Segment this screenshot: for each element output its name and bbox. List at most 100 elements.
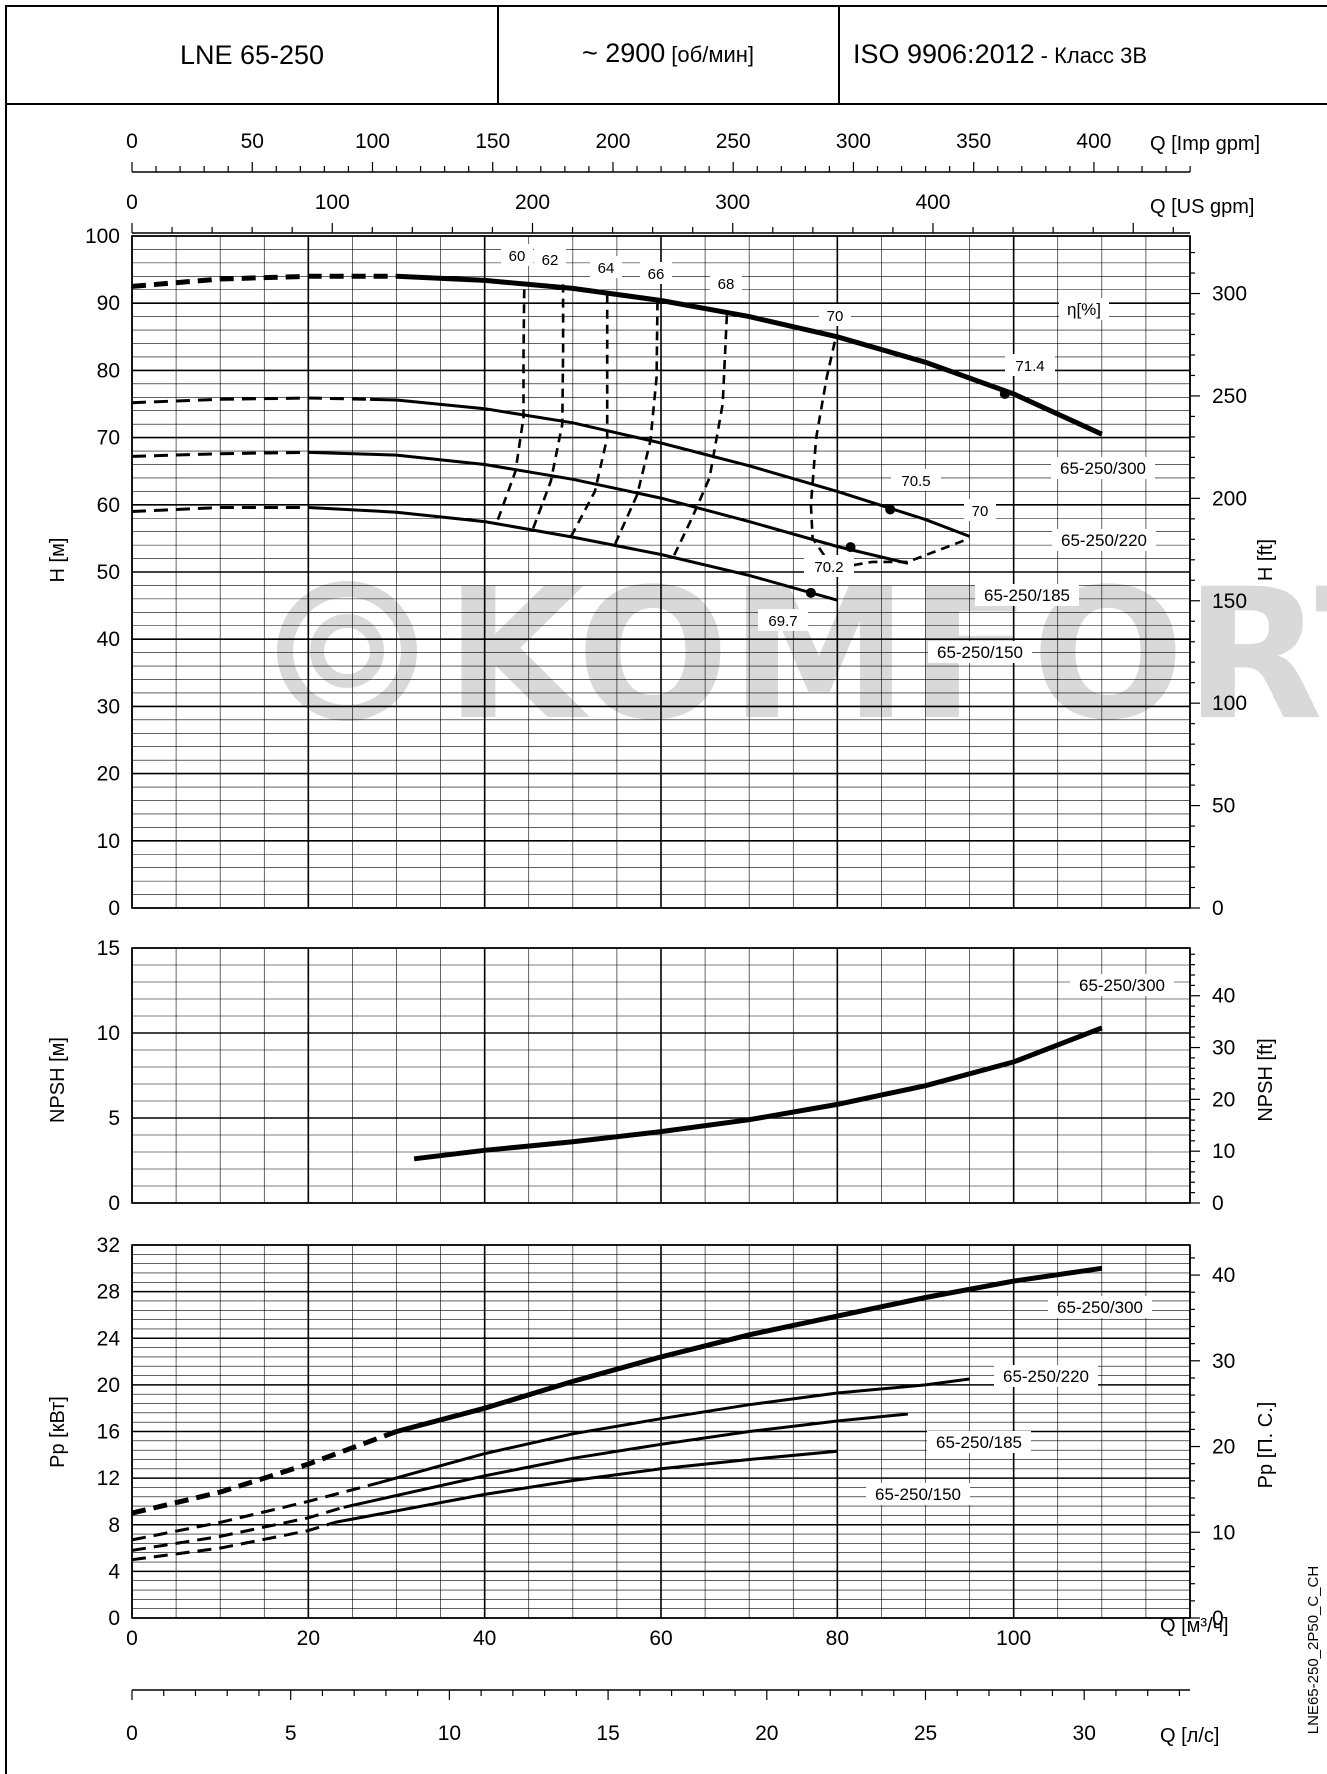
efficiency-unit-label: η[%] (1067, 300, 1101, 319)
npsh-curve-65-250/300 (413, 1025, 1103, 1162)
q-us-axis-tick-label: 200 (515, 191, 550, 214)
watermark-ring-inner (310, 614, 384, 688)
iso-label-70: 70 (972, 503, 989, 520)
q-imp-axis-tick-label: 350 (956, 130, 991, 153)
power-curve-65-250/220-dashed (131, 1481, 380, 1542)
iso-efficiency-62 (531, 284, 565, 529)
right-tick-label-pow: 0 (1212, 1607, 1224, 1630)
tick-label-h: 10 (97, 830, 120, 853)
power-curve-65-250/300-solid (395, 1265, 1103, 1434)
head-series-label-65-250/220: 65-250/220 (1061, 531, 1147, 550)
q-us-axis-tick-label: 300 (715, 191, 750, 214)
q-us-axis-tick-label: 0 (126, 191, 138, 214)
power-curve-65-250/185-solid (343, 1412, 909, 1509)
right-tick-label-pow: 10 (1212, 1521, 1235, 1544)
head-series-label-65-250/300-bg (1051, 457, 1155, 479)
tick-label-npsh: 5 (108, 1107, 120, 1130)
head-series-label-65-250/150-bg (928, 641, 1032, 663)
right-tick-label-pow: 40 (1212, 1264, 1235, 1287)
tick-label-pow: 4 (108, 1560, 120, 1583)
iso-label-64-bg (590, 256, 622, 278)
tick-label-h: 70 (97, 427, 120, 450)
power-curve-65-250/300-dashed (131, 1429, 398, 1516)
tick-label-pow: 12 (97, 1467, 120, 1490)
tick-label-h: 100 (85, 225, 120, 248)
right-tick-label-pow: 30 (1212, 1350, 1235, 1373)
power-curve-65-250/185-dashed (131, 1505, 345, 1552)
power-series-label-65-250/150-bg (866, 1483, 970, 1505)
plot-frame-h (131, 235, 1191, 909)
power-curve-65-250/150-solid (334, 1449, 838, 1524)
header-standard-value: ISO 9906:2012 (853, 39, 1035, 69)
q-ls-tick-label: 25 (914, 1722, 937, 1745)
watermark-text: KOMFORT (445, 551, 1327, 760)
tick-label-pow: 8 (108, 1514, 120, 1537)
head-curve-65-250/185-dashed (131, 450, 309, 458)
iso-label-60-bg (501, 244, 533, 266)
head-curve-65-250/300-solid (396, 273, 1103, 437)
q-ls-tick-label: 0 (126, 1722, 138, 1745)
header-standard: ISO 9906:2012- Класс 3В (853, 39, 1147, 69)
head-series-label-65-250/220-bg (1052, 529, 1156, 551)
tick-label-npsh: 15 (97, 937, 120, 960)
q-m3h-tick-label: 0 (126, 1627, 138, 1650)
head-series-label-65-250/185: 65-250/185 (984, 586, 1070, 605)
right-tick-label-npsh: 40 (1212, 985, 1235, 1008)
iso-label-66-bg (640, 262, 672, 284)
power-series-label-65-250/220-bg (994, 1365, 1098, 1387)
q-m3h-axis-label: Q [м³/ч] (1160, 1615, 1229, 1637)
q-ls-tick-label: 30 (1073, 1722, 1096, 1745)
tick-label-pow: 0 (108, 1607, 120, 1630)
header-speed: ~ 2900 [об/мин] (582, 38, 754, 68)
iso-label-70-bg (964, 499, 996, 521)
head-series-label-65-250/150: 65-250/150 (937, 643, 1023, 662)
iso-efficiency-70 (809, 337, 837, 556)
q-ls-tick-label: 15 (596, 1722, 619, 1745)
watermark-ring-outer (277, 581, 417, 721)
power-series-label-65-250/185: 65-250/185 (936, 1433, 1022, 1452)
head-curve-65-250/300-dashed (131, 273, 397, 289)
q-m3h-tick-label: 60 (649, 1627, 672, 1650)
axes-layer: 0102030405060708090100051015048121620242… (85, 130, 1247, 1745)
curves-layer (131, 273, 1103, 1562)
q-us-axis-tick-label: 400 (915, 191, 950, 214)
bep-marker-65-250/300 (999, 388, 1010, 399)
tick-label-npsh: 10 (97, 1022, 120, 1045)
right-tick-label-npsh: 0 (1212, 1192, 1224, 1215)
iso-label-62: 62 (542, 252, 559, 269)
head-curve-65-250/220-solid (370, 397, 971, 538)
iso-label-62-bg (534, 248, 566, 270)
bep-label-65-250/185-bg (804, 555, 854, 577)
efficiency-unit-label-bg (1059, 298, 1109, 320)
q-imp-axis-label: Q [Imp gpm] (1150, 133, 1260, 155)
iso-efficiency-64 (569, 291, 609, 538)
iso-efficiency-66 (614, 299, 659, 545)
bep-label-65-250/220: 70.5 (901, 473, 930, 490)
p-kw-axis-label: Pp [кВт] (47, 1396, 69, 1468)
power-series-label-65-250/300: 65-250/300 (1057, 1298, 1143, 1317)
bep-label-65-250/150: 69.7 (768, 613, 797, 630)
right-tick-label-pow: 20 (1212, 1436, 1235, 1459)
head-series-label-65-250/300: 65-250/300 (1060, 459, 1146, 478)
tick-label-h: 0 (108, 897, 120, 920)
bep-label-65-250/300: 71.4 (1015, 358, 1044, 375)
q-imp-axis-tick-label: 150 (475, 130, 510, 153)
iso-efficiency-70 (823, 537, 971, 572)
npsh-series-label: 65-250/300 (1079, 976, 1165, 995)
q-imp-axis-tick-label: 0 (126, 130, 138, 153)
frame (5, 5, 1327, 1774)
right-tick-label-npsh: 30 (1212, 1037, 1235, 1060)
q-imp-axis-tick-label: 250 (716, 130, 751, 153)
tick-label-h: 40 (97, 628, 120, 651)
q-m3h-tick-label: 80 (826, 1627, 849, 1650)
q-ls-tick-label: 20 (755, 1722, 778, 1745)
doc-code: LNE65-250_2P50_C_CH (1305, 1566, 1322, 1734)
iso-label-60: 60 (509, 248, 526, 265)
npsh-series-label-bg (1070, 974, 1174, 996)
q-m3h-tick-label: 20 (297, 1627, 320, 1650)
bep-label-65-250/185: 70.2 (814, 559, 843, 576)
right-tick-label-h: 300 (1212, 283, 1247, 306)
iso-label-70: 70 (827, 308, 844, 325)
